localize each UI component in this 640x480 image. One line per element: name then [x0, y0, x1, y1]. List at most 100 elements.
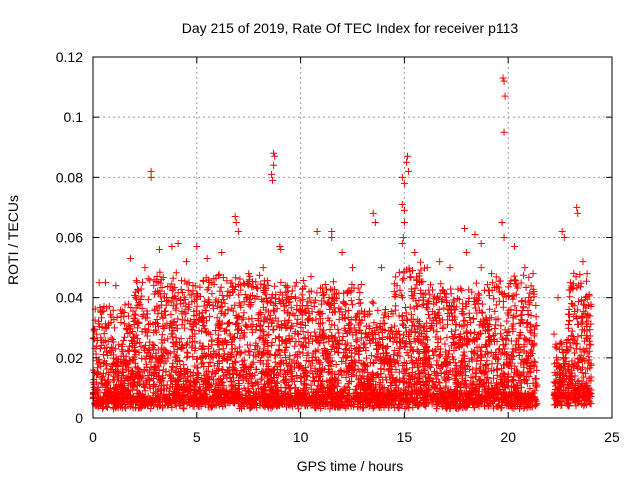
data-point: [256, 271, 264, 279]
data-point: [568, 300, 576, 308]
data-point: [225, 371, 233, 379]
data-point: [144, 275, 152, 283]
data-point: [164, 335, 172, 343]
data-point: [161, 311, 169, 319]
data-point: [157, 309, 165, 317]
data-point: [526, 289, 534, 297]
data-point: [435, 305, 443, 313]
data-point: [188, 298, 196, 306]
data-point: [219, 397, 227, 405]
data-point: [90, 380, 98, 388]
data-point: [148, 353, 156, 361]
data-point: [231, 301, 239, 309]
data-point: [187, 372, 195, 380]
data-point: [192, 311, 200, 319]
data-point: [208, 341, 216, 349]
data-point: [182, 396, 190, 404]
data-point: [294, 405, 302, 413]
data-point: [174, 315, 182, 323]
data-point: [173, 300, 181, 308]
data-point: [137, 295, 145, 303]
data-point: [150, 276, 158, 284]
data-point: [532, 375, 540, 383]
data-point: [102, 383, 110, 391]
data-point: [132, 339, 140, 347]
data-point: [275, 347, 283, 355]
data-point: [508, 377, 516, 385]
data-point: [234, 313, 242, 321]
data-point: [205, 343, 213, 351]
data-point: [232, 319, 240, 327]
data-point: [527, 328, 535, 336]
data-point: [157, 344, 165, 352]
data-point: [209, 376, 217, 384]
data-point: [320, 326, 328, 334]
data-point: [185, 386, 193, 394]
data-point: [408, 353, 416, 361]
data-point: [254, 343, 262, 351]
data-point: [158, 351, 166, 359]
data-point: [253, 284, 261, 292]
data-point: [135, 390, 143, 398]
data-point: [177, 277, 185, 285]
data-point: [194, 364, 202, 372]
data-point: [175, 338, 183, 346]
data-point: [90, 327, 98, 335]
data-point: [258, 369, 266, 377]
data-point: [232, 320, 240, 328]
data-point: [173, 325, 181, 333]
data-point: [213, 314, 221, 322]
data-point: [214, 297, 222, 305]
data-point: [492, 301, 500, 309]
data-point: [239, 368, 247, 376]
data-point: [101, 388, 109, 396]
data-point: [172, 356, 180, 364]
data-point: [406, 339, 414, 347]
data-point: [165, 399, 173, 407]
data-point: [137, 343, 145, 351]
data-point: [213, 336, 221, 344]
data-point: [255, 334, 263, 342]
data-point: [192, 320, 200, 328]
data-point: [159, 366, 167, 374]
data-point: [159, 274, 167, 282]
data-point: [131, 310, 139, 318]
data-point: [121, 396, 129, 404]
data-point: [503, 317, 511, 325]
data-point: [202, 376, 210, 384]
data-point: [124, 300, 132, 308]
data-point: [198, 360, 206, 368]
data-point: [169, 333, 177, 341]
data-point: [215, 390, 223, 398]
data-point: [223, 326, 231, 334]
data-point: [265, 331, 273, 339]
data-point: [202, 387, 210, 395]
data-point: [124, 346, 132, 354]
data-point: [286, 352, 294, 360]
data-point: [257, 280, 265, 288]
data-point: [175, 371, 183, 379]
data-point: [231, 286, 239, 294]
data-point: [204, 367, 212, 375]
data-point: [170, 294, 178, 302]
data-point: [140, 311, 148, 319]
data-point: [233, 314, 241, 322]
data-point: [357, 281, 365, 289]
data-point: [144, 296, 152, 304]
data-point: [245, 301, 253, 309]
data-point: [119, 372, 127, 380]
data-point: [241, 290, 249, 298]
data-point: [171, 398, 179, 406]
data-point: [196, 283, 204, 291]
data-point: [167, 310, 175, 318]
chart-title: Day 215 of 2019, Rate Of TEC Index for r…: [182, 20, 519, 36]
data-point: [132, 351, 140, 359]
data-point: [251, 395, 259, 403]
data-point: [181, 316, 189, 324]
data-point: [118, 360, 126, 368]
data-point: [251, 371, 259, 379]
data-point: [326, 285, 334, 293]
data-point: [153, 316, 161, 324]
data-point: [395, 312, 403, 320]
data-point: [252, 389, 260, 397]
